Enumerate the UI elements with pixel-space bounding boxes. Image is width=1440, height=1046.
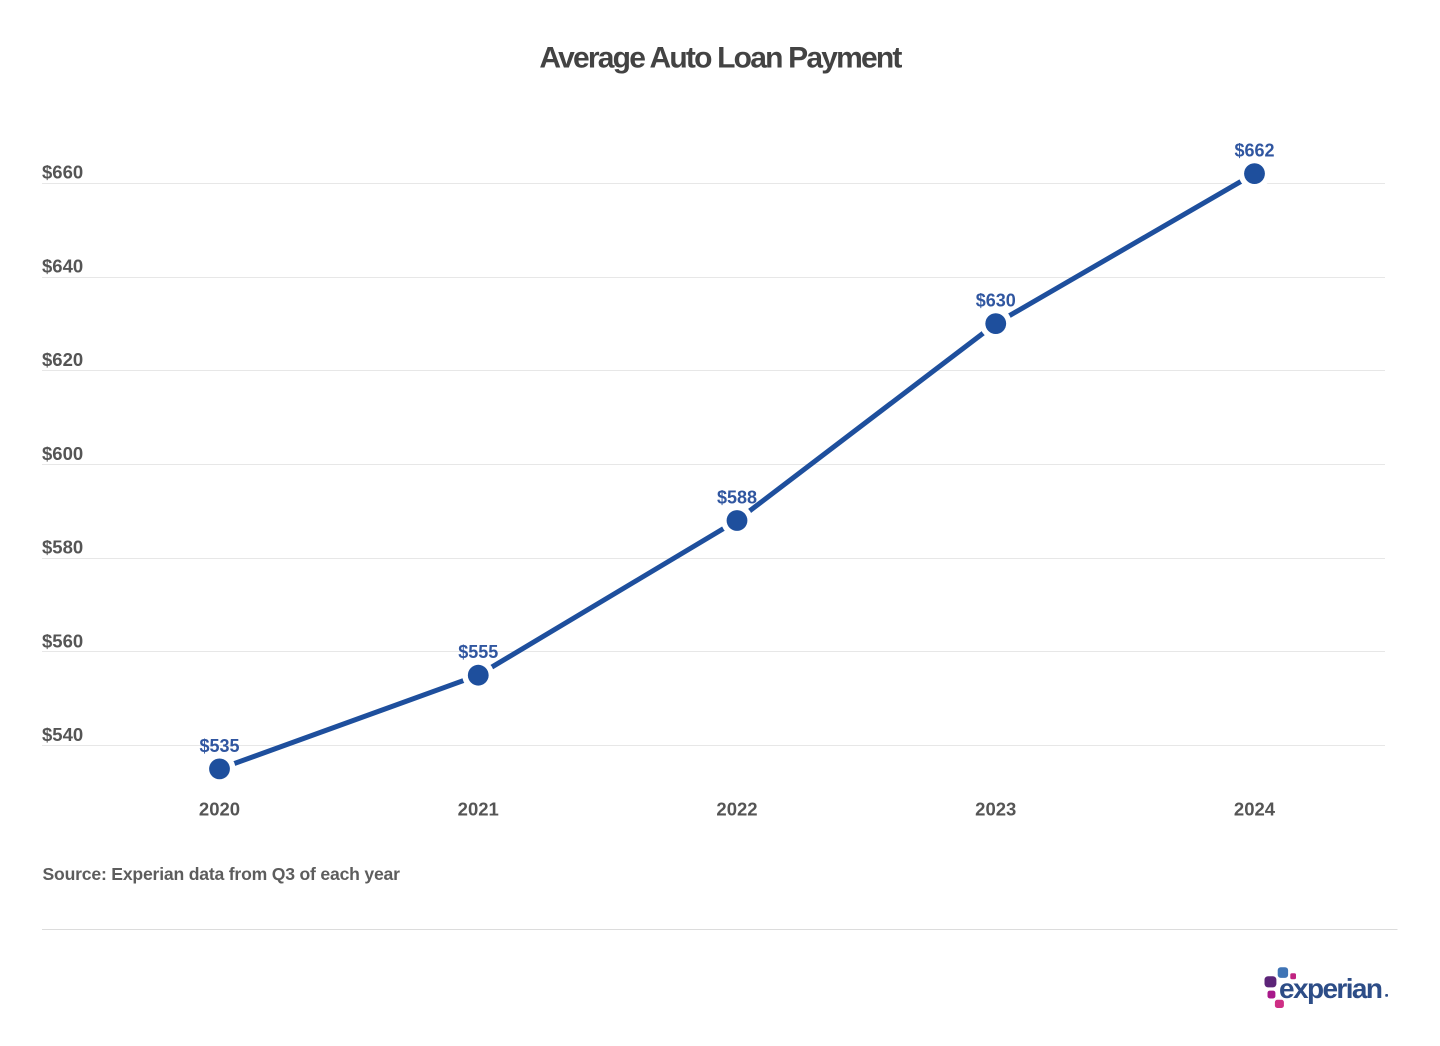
- svg-text:2022: 2022: [716, 799, 757, 820]
- svg-text:$600: $600: [42, 443, 83, 464]
- svg-text:$555: $555: [458, 642, 498, 662]
- svg-text:2020: 2020: [199, 799, 240, 820]
- svg-text:experian: experian: [1279, 973, 1382, 1004]
- svg-text:$588: $588: [717, 488, 757, 508]
- svg-text:$620: $620: [42, 349, 83, 370]
- svg-text:$660: $660: [42, 162, 83, 183]
- svg-text:$540: $540: [42, 724, 83, 745]
- svg-text:2023: 2023: [975, 799, 1016, 820]
- svg-text:$630: $630: [976, 291, 1016, 311]
- svg-text:2021: 2021: [458, 799, 499, 820]
- svg-text:$535: $535: [199, 736, 239, 756]
- svg-text:2024: 2024: [1234, 799, 1276, 820]
- svg-text:Average Auto Loan Payment: Average Auto Loan Payment: [539, 42, 902, 75]
- svg-text:$640: $640: [42, 255, 83, 276]
- svg-text:Source: Experian data from Q3: Source: Experian data from Q3 of each ye…: [43, 864, 401, 884]
- svg-text:$560: $560: [42, 630, 83, 651]
- svg-text:$662: $662: [1234, 141, 1274, 161]
- svg-text:$580: $580: [42, 537, 83, 558]
